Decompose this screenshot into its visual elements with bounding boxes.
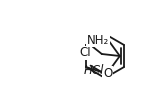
Text: O: O [103, 67, 113, 80]
Text: NH₂: NH₂ [87, 33, 109, 47]
Text: HCl: HCl [84, 64, 104, 76]
Text: Cl: Cl [79, 47, 91, 60]
